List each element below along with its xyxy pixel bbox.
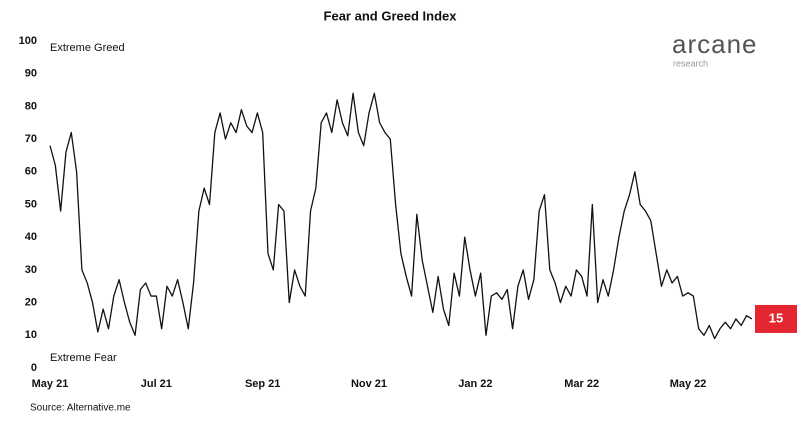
x-tick-label: May 22 [670, 378, 707, 390]
y-tick-label: 100 [19, 35, 37, 47]
y-tick-label: 90 [25, 68, 37, 80]
y-tick-label: 60 [25, 166, 37, 178]
x-tick-label: Nov 21 [351, 378, 387, 390]
x-tick-label: Jan 22 [458, 378, 492, 390]
y-tick-label: 0 [31, 362, 37, 374]
value-badge-label: 15 [769, 310, 783, 325]
x-tick-label: Mar 22 [564, 378, 599, 390]
line [49, 92, 753, 340]
chart-title: Fear and Greed Index [324, 8, 458, 23]
source: Source: Alternative.me [30, 403, 131, 414]
y-tick-label: 30 [25, 264, 37, 276]
x-tick-label: May 21 [32, 378, 69, 390]
y-tick-label: 20 [25, 297, 37, 309]
annotation: Extreme Fear [50, 352, 117, 364]
x-tick-label: Jul 21 [141, 378, 172, 390]
y-tick-label: 70 [25, 133, 37, 145]
value-badge [755, 304, 797, 333]
y-tick-label: 10 [25, 329, 37, 341]
y-tick-label: 50 [25, 198, 37, 210]
y-tick-label: 80 [25, 100, 37, 112]
x-tick-label: Sep 21 [245, 378, 280, 390]
y-tick-label: 40 [25, 231, 37, 243]
annotation: Extreme Greed [50, 42, 125, 54]
logo-tagline: research [673, 58, 708, 68]
logo-name: arcane [672, 29, 758, 59]
